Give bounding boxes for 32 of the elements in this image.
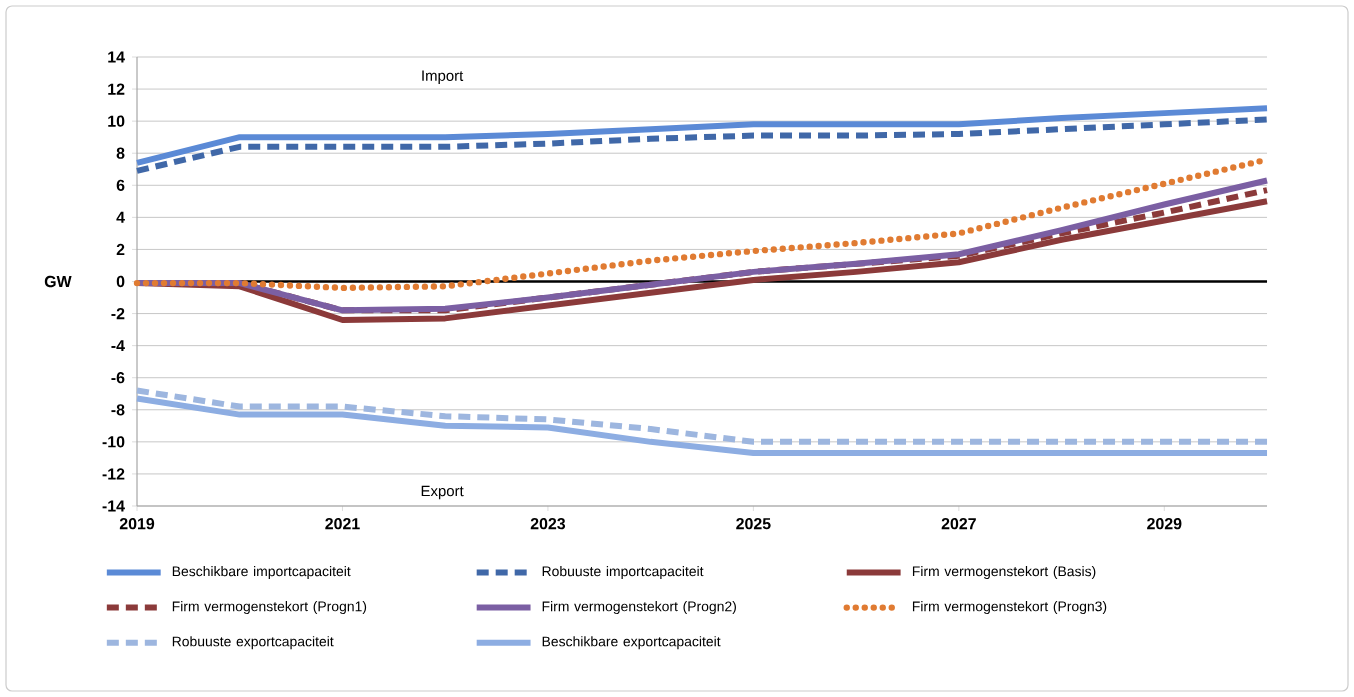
y-tick-label: -2 (111, 308, 125, 320)
y-axis-title: GW (44, 275, 72, 288)
y-tick-label: 8 (116, 147, 125, 159)
legend-label: Firm vermogenstekort (Basis) (912, 566, 1096, 580)
y-tick-label: 14 (108, 51, 125, 63)
legend-label: Robuuste exportcapaciteit (172, 636, 334, 650)
y-tick-label: -6 (111, 372, 125, 384)
y-tick-label: 0 (116, 275, 125, 288)
x-tick-label: 2019 (119, 518, 155, 530)
y-tick-label: 10 (108, 115, 125, 127)
y-tick-label: -14 (102, 500, 125, 512)
y-tick-label: 6 (116, 179, 125, 191)
y-tick-label: 4 (116, 211, 125, 223)
x-tick-label: 2029 (1147, 518, 1182, 530)
annotation: Import (422, 70, 464, 84)
x-tick-label: 2027 (941, 518, 976, 530)
x-tick-label: 2023 (530, 518, 566, 530)
y-tick-label: -12 (102, 468, 125, 480)
annotation: Export (421, 485, 464, 500)
legend-label: Beschikbare exportcapaciteit (542, 636, 721, 650)
x-tick-label: 2025 (736, 518, 771, 530)
y-tick-label: 2 (116, 243, 125, 255)
legend-label: Robuuste importcapaciteit (542, 566, 704, 580)
legend-label: Firm vermogenstekort (Progn2) (542, 601, 736, 615)
y-tick-label: -10 (102, 436, 125, 448)
legend-label: Beschikbare importcapaciteit (172, 566, 351, 580)
x-tick-label: 2021 (325, 518, 360, 530)
y-tick-label: -4 (111, 340, 125, 352)
y-tick-label: 12 (108, 83, 125, 95)
legend-label: Firm vermogenstekort (Progn1) (172, 601, 367, 615)
y-tick-label: -8 (111, 404, 125, 416)
legend-label: Firm vermogenstekort (Progn3) (912, 601, 1107, 615)
